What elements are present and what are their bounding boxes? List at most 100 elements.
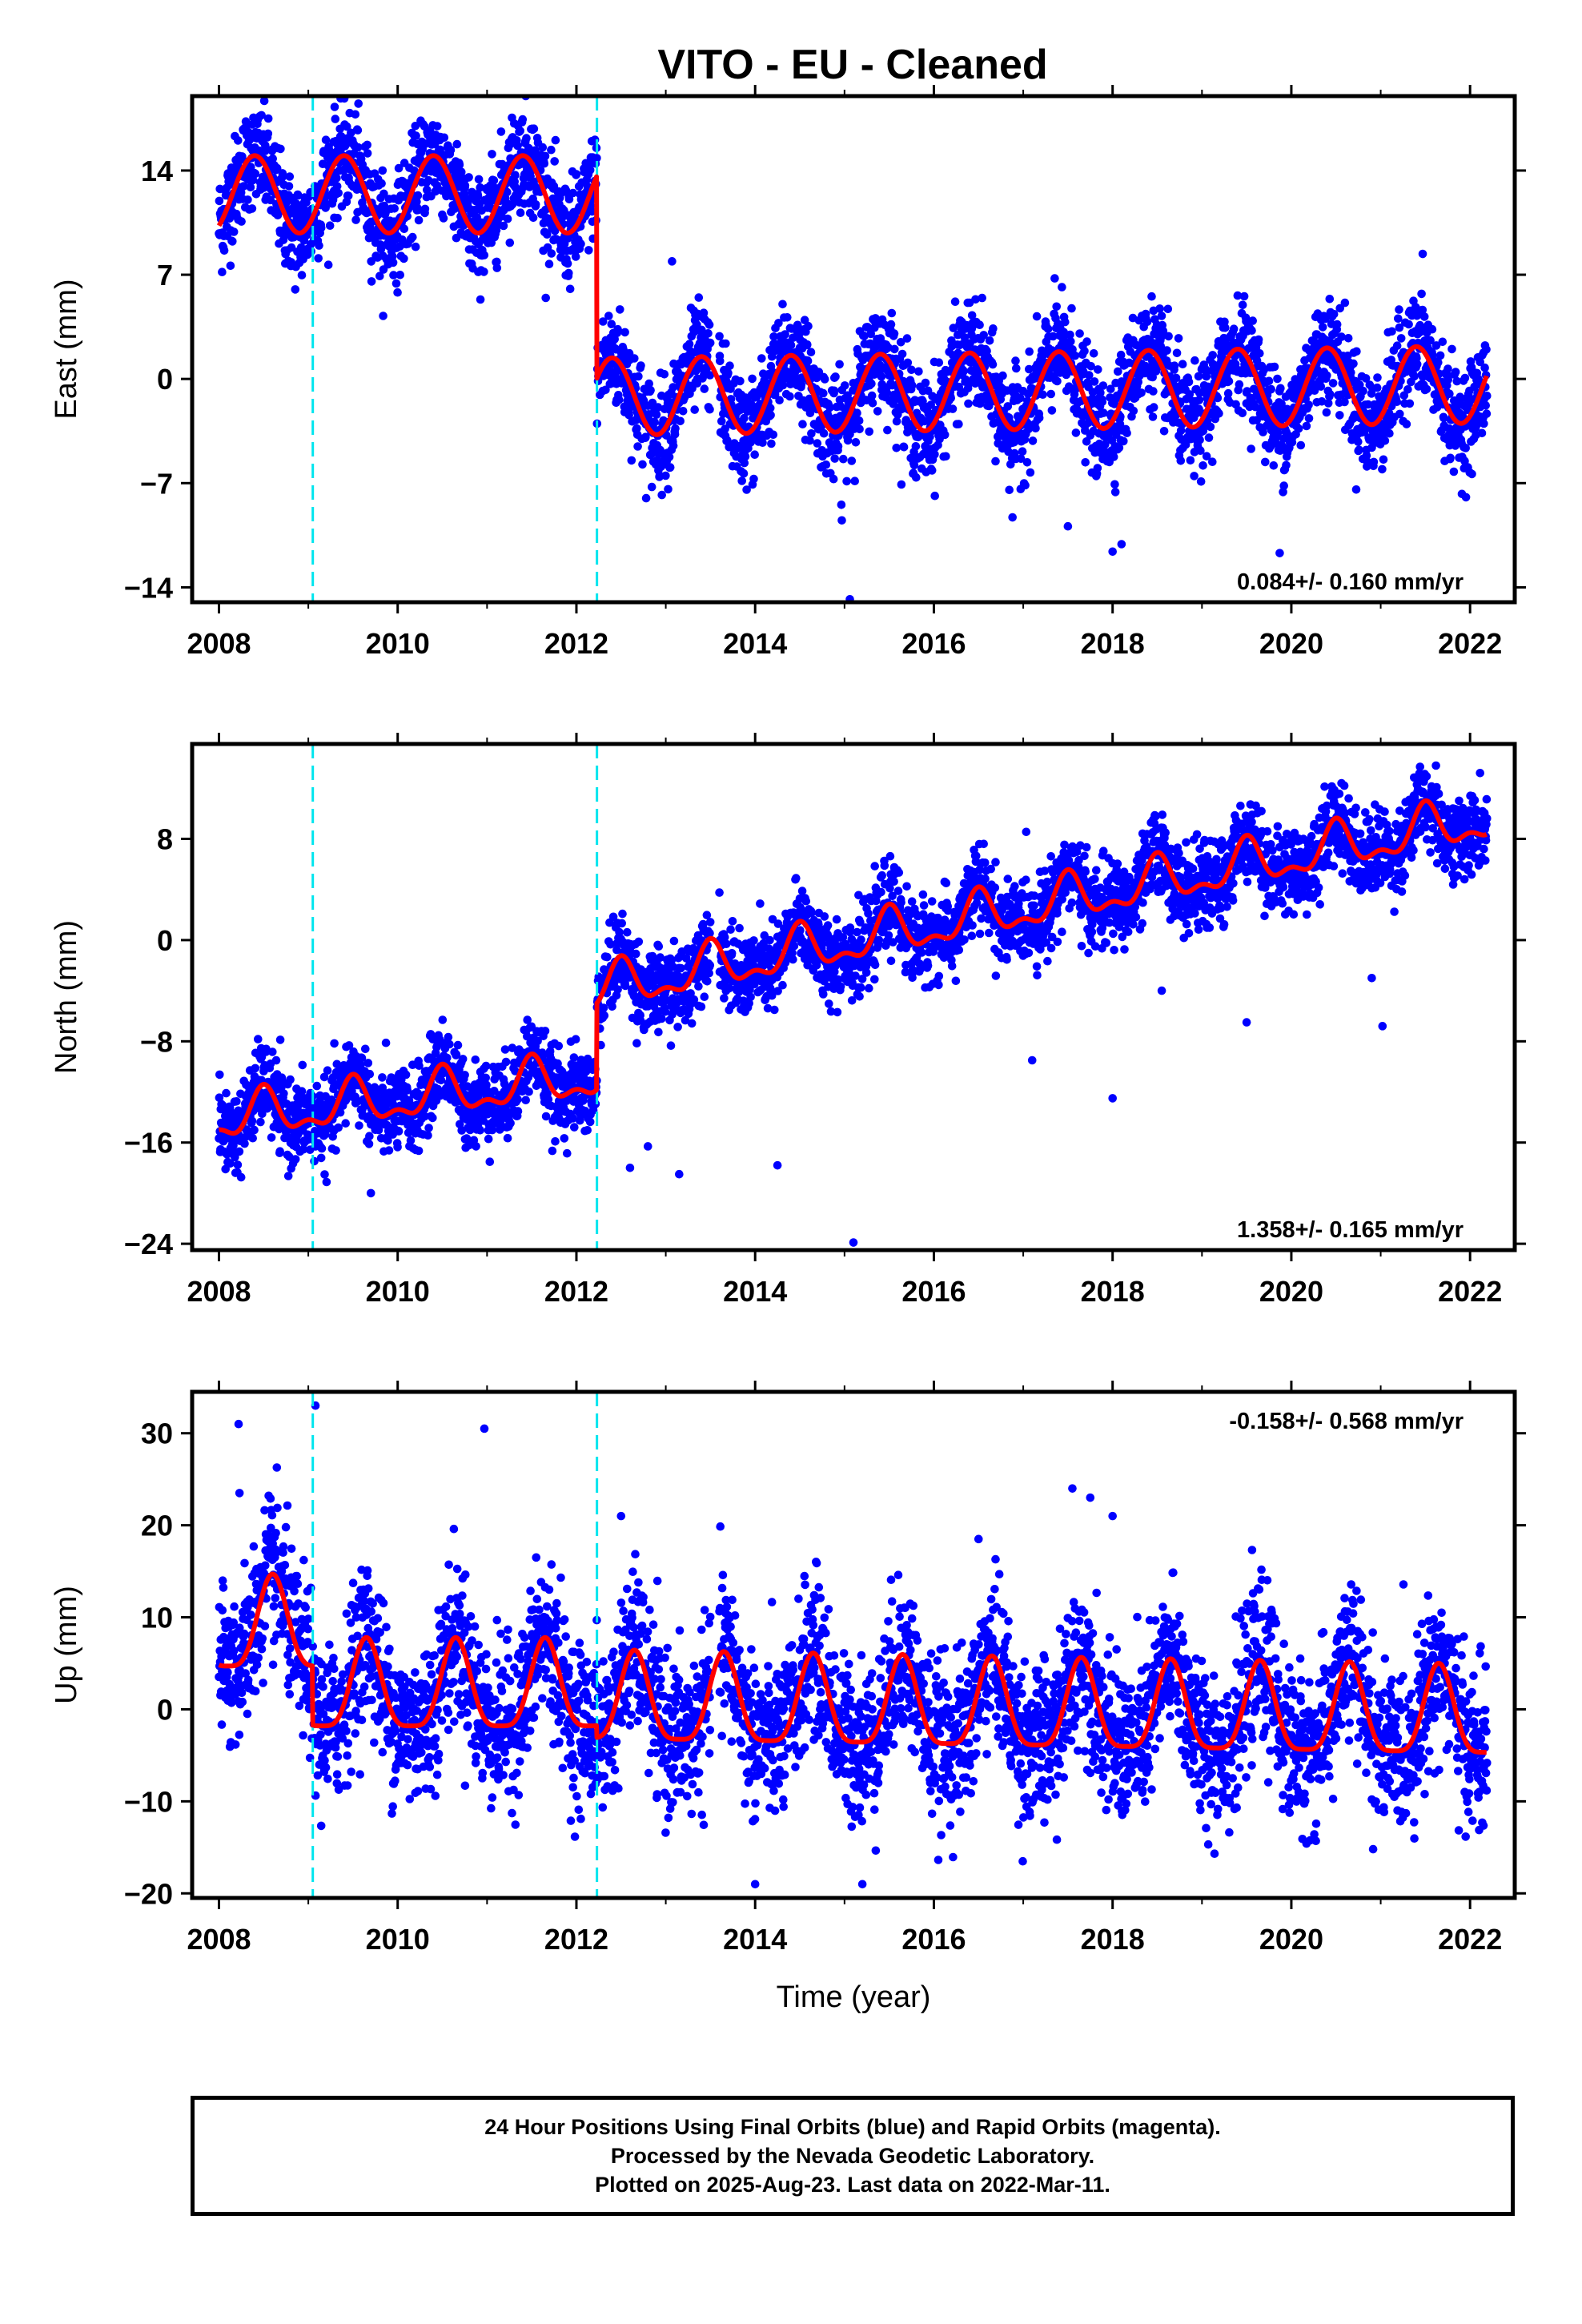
- data-point: [887, 308, 897, 318]
- data-point: [1110, 488, 1120, 497]
- data-point: [889, 329, 899, 338]
- data-point: [381, 1038, 391, 1047]
- data-point: [1427, 324, 1437, 334]
- data-point: [1392, 341, 1402, 351]
- data-point: [897, 349, 907, 359]
- data-point: [1221, 324, 1230, 332]
- data-point: [323, 1066, 332, 1075]
- data-point: [806, 348, 816, 357]
- outlier-point: [1108, 547, 1118, 557]
- data-point: [607, 320, 616, 329]
- data-point: [543, 230, 552, 239]
- data-point: [1392, 397, 1402, 407]
- plot-area: [215, 744, 1492, 1250]
- data-point: [1195, 435, 1204, 444]
- data-point: [829, 474, 838, 484]
- data-point: [911, 442, 921, 451]
- data-point: [592, 154, 601, 163]
- data-point: [219, 246, 229, 255]
- data-point: [314, 254, 323, 263]
- x-tick-label: 2018: [1081, 627, 1145, 660]
- data-point: [1215, 408, 1223, 418]
- data-point: [1011, 356, 1020, 365]
- data-point: [850, 476, 859, 485]
- data-point: [540, 159, 549, 168]
- data-point: [1122, 428, 1131, 437]
- data-point: [868, 399, 877, 408]
- data-point: [633, 442, 642, 451]
- data-point: [1066, 337, 1075, 346]
- data-point: [907, 365, 916, 375]
- data-point: [1294, 424, 1303, 433]
- data-point: [428, 1113, 437, 1123]
- data-point: [820, 375, 829, 384]
- data-point: [704, 329, 713, 338]
- data-point: [804, 321, 813, 331]
- data-point: [365, 1132, 374, 1140]
- data-point: [331, 1146, 340, 1155]
- data-point: [322, 1177, 331, 1187]
- data-point: [1046, 389, 1055, 399]
- data-point: [377, 179, 386, 188]
- data-point: [1047, 406, 1057, 415]
- data-point: [1239, 292, 1249, 301]
- data-point: [379, 312, 387, 320]
- data-point: [614, 395, 624, 404]
- data-point: [1164, 332, 1173, 341]
- data-point: [750, 450, 759, 459]
- data-point: [705, 404, 714, 414]
- data-point: [1276, 384, 1285, 393]
- data-point: [236, 1172, 246, 1182]
- outlier-point: [837, 516, 846, 525]
- data-point: [1053, 376, 1062, 386]
- data-point: [1480, 363, 1489, 372]
- data-point: [286, 1075, 295, 1084]
- data-point: [233, 1160, 243, 1169]
- data-point: [630, 354, 639, 363]
- data-point: [312, 1081, 322, 1091]
- data-point: [484, 1134, 493, 1144]
- data-point: [388, 258, 398, 267]
- data-point: [1385, 428, 1394, 438]
- data-point: [783, 313, 792, 322]
- data-point: [254, 1035, 263, 1043]
- data-point: [855, 424, 864, 434]
- data-point: [414, 1146, 424, 1156]
- data-point: [785, 392, 794, 401]
- data-point: [275, 1147, 285, 1156]
- data-point: [316, 1153, 326, 1163]
- data-point: [921, 378, 930, 388]
- data-point: [1482, 409, 1492, 418]
- data-point: [393, 287, 402, 297]
- data-point: [400, 254, 408, 263]
- data-point: [749, 474, 758, 484]
- data-point: [278, 172, 287, 181]
- data-point: [364, 1140, 374, 1148]
- data-point: [778, 300, 787, 309]
- data-point: [568, 188, 577, 198]
- data-point: [641, 493, 651, 503]
- data-point: [323, 260, 333, 270]
- data-point: [767, 439, 776, 448]
- data-point: [842, 476, 851, 486]
- data-point: [239, 182, 248, 191]
- data-point: [1255, 349, 1264, 358]
- data-point: [464, 173, 473, 182]
- data-point: [748, 374, 757, 384]
- data-point: [291, 285, 300, 294]
- data-point: [646, 386, 655, 395]
- data-point: [652, 410, 661, 419]
- data-point: [805, 436, 814, 445]
- outlier-point: [1418, 249, 1427, 259]
- y-tick-label: 7: [157, 259, 173, 292]
- data-point: [877, 372, 886, 381]
- data-point: [1354, 437, 1363, 446]
- data-point: [1162, 346, 1171, 355]
- data-point: [1159, 427, 1169, 436]
- data-point: [1412, 360, 1422, 369]
- data-point: [1332, 320, 1342, 329]
- data-point: [1067, 304, 1076, 313]
- data-point: [332, 174, 341, 183]
- data-point: [283, 1172, 293, 1180]
